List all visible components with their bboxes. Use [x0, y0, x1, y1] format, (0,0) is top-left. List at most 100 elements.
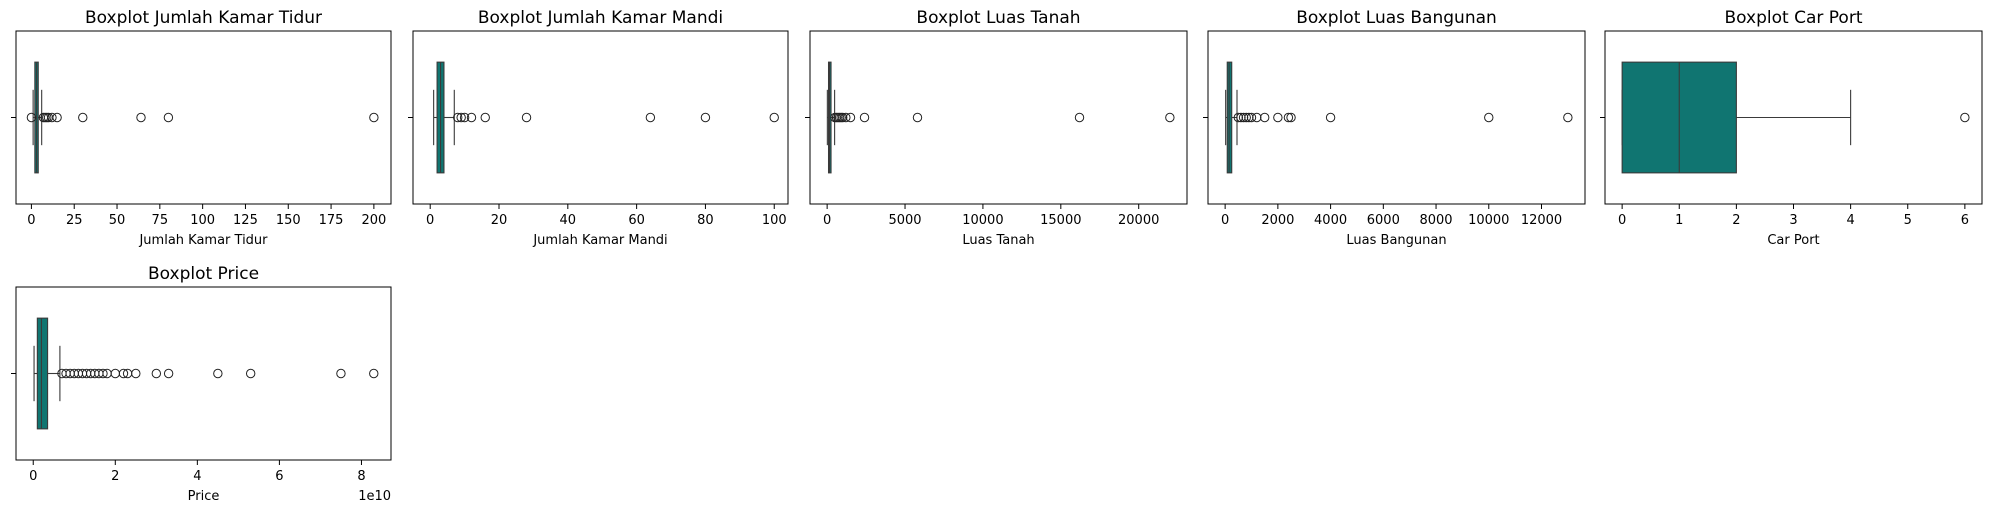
x-tick-label: 1	[1675, 213, 1683, 228]
outlier-point	[700, 112, 711, 123]
x-tick-label: 2000	[1261, 213, 1294, 228]
x-tick-label: 5	[1904, 213, 1912, 228]
x-tick-label: 50	[109, 213, 126, 228]
x-tick-label: 100	[762, 213, 787, 228]
x-tick-label: 0	[426, 213, 434, 228]
outlier-point	[78, 112, 88, 123]
x-axis-label: Luas Bangunan	[1346, 233, 1446, 248]
outlier-point	[1252, 112, 1262, 123]
outlier-point	[1241, 112, 1251, 123]
boxplot-panel-3: Boxplot Luas Tanah 0 5000 10000 15000 20000 Lu…	[805, 8, 1188, 248]
x-tick-label: 12000	[1521, 213, 1562, 228]
axes-frame	[15, 286, 392, 461]
outlier-point	[459, 112, 470, 123]
outlier-point	[912, 112, 923, 123]
outlier-point	[369, 368, 379, 379]
outlier-point	[769, 112, 779, 123]
outlier-point	[1286, 112, 1296, 123]
outlier-point	[841, 112, 851, 123]
outlier-point	[845, 112, 856, 123]
x-tick-label: 0	[1221, 213, 1229, 228]
boxplot-panel-6: Boxplot Price 0 2 4 6 8 Price 1e10	[11, 264, 392, 504]
x-tick-label: 0	[29, 469, 37, 484]
x-tick-label: 125	[233, 213, 258, 228]
outlier-point	[1960, 112, 1970, 123]
chart-title: Boxplot Car Port	[1725, 8, 1863, 28]
outlier-point	[1484, 112, 1494, 123]
outlier-point	[131, 368, 141, 379]
x-tick-label: 8	[357, 469, 365, 484]
outlier-point	[98, 368, 108, 379]
x-tick-label: 40	[560, 213, 577, 228]
outlier-point	[1074, 112, 1085, 123]
x-tick-label: 0	[1618, 213, 1626, 228]
outlier-point	[47, 112, 57, 123]
x-tick-label: 10000	[962, 213, 1003, 228]
x-tick-label: 8000	[1419, 213, 1452, 228]
x-axis-label: Price	[188, 489, 220, 504]
outlier-point	[163, 112, 174, 123]
outlier-point	[369, 112, 379, 123]
boxplot-panel-1: Boxplot Jumlah Kamar Tidur 0 25 50 75 100 125 1…	[11, 8, 392, 248]
x-axis-label: Jumlah Kamar Mandi	[532, 233, 667, 248]
x-tick-label: 75	[152, 213, 169, 228]
x-tick-label: 5000	[888, 213, 921, 228]
x-tick-label: 20000	[1118, 213, 1159, 228]
outlier-point	[26, 112, 37, 123]
x-tick-label: 6	[275, 469, 283, 484]
outlier-point	[1273, 112, 1283, 123]
x-tick-label: 4	[1846, 213, 1854, 228]
outlier-point	[1246, 112, 1257, 123]
axes-frame	[1207, 30, 1586, 205]
x-axis-label: Car Port	[1767, 233, 1819, 248]
x-axis-label: Jumlah Kamar Tidur	[138, 233, 268, 248]
x-tick-label: 80	[697, 213, 714, 228]
axes-frame	[809, 30, 1188, 205]
x-tick-label: 200	[361, 213, 386, 228]
outlier-point	[110, 368, 120, 379]
outlier-point	[136, 112, 146, 123]
outlier-point	[1165, 112, 1175, 123]
chart-title: Boxplot Luas Tanah	[916, 8, 1080, 28]
axes-frame	[15, 30, 392, 205]
chart-title: Boxplot Jumlah Kamar Tidur	[85, 8, 322, 28]
x-tick-label: 100	[190, 213, 215, 228]
x-tick-label: 25	[66, 213, 83, 228]
x-tick-label: 3	[1789, 213, 1797, 228]
boxplot-panel-4: Boxplot Luas Bangunan 0 2000 4000 6000 8000 10…	[1203, 8, 1586, 248]
x-tick-label: 175	[319, 213, 344, 228]
outlier-point	[859, 112, 870, 123]
outlier-point	[245, 368, 256, 379]
outlier-point	[838, 112, 848, 123]
outlier-point	[1283, 112, 1294, 123]
chart-title: Boxplot Price	[148, 264, 259, 284]
x-offset-label: 1e10	[358, 489, 391, 504]
x-tick-label: 20	[491, 213, 508, 228]
boxplot-panel-2: Boxplot Jumlah Kamar Mandi 0 20 40 60 80 100 Ju…	[408, 8, 789, 248]
outlier-point	[480, 112, 490, 123]
x-tick-label: 0	[823, 213, 831, 228]
outlier-point	[453, 112, 463, 123]
x-tick-label: 10000	[1468, 213, 1509, 228]
x-axis-label: Luas Tanah	[962, 233, 1034, 248]
x-tick-label: 6	[1961, 213, 1969, 228]
x-tick-label: 150	[276, 213, 301, 228]
x-tick-label: 0	[27, 213, 35, 228]
outlier-point	[163, 368, 174, 379]
boxplot-panel-5: Boxplot Car Port 0 1 2 3 4 5 6 Car Port	[1600, 8, 1983, 248]
outlier-point	[456, 112, 466, 123]
x-tick-label: 2	[111, 469, 119, 484]
x-tick-label: 2	[1732, 213, 1740, 228]
outlier-point	[1325, 112, 1336, 123]
outlier-point	[213, 368, 223, 379]
x-tick-label: 4	[193, 469, 201, 484]
outlier-point	[1259, 112, 1270, 123]
x-tick-label: 6000	[1367, 213, 1400, 228]
outlier-point	[336, 368, 346, 379]
box-iqr	[36, 317, 49, 430]
outlier-point	[118, 368, 129, 379]
x-tick-label: 15000	[1040, 213, 1081, 228]
x-tick-label: 60	[628, 213, 645, 228]
chart-title: Boxplot Jumlah Kamar Mandi	[478, 8, 723, 28]
